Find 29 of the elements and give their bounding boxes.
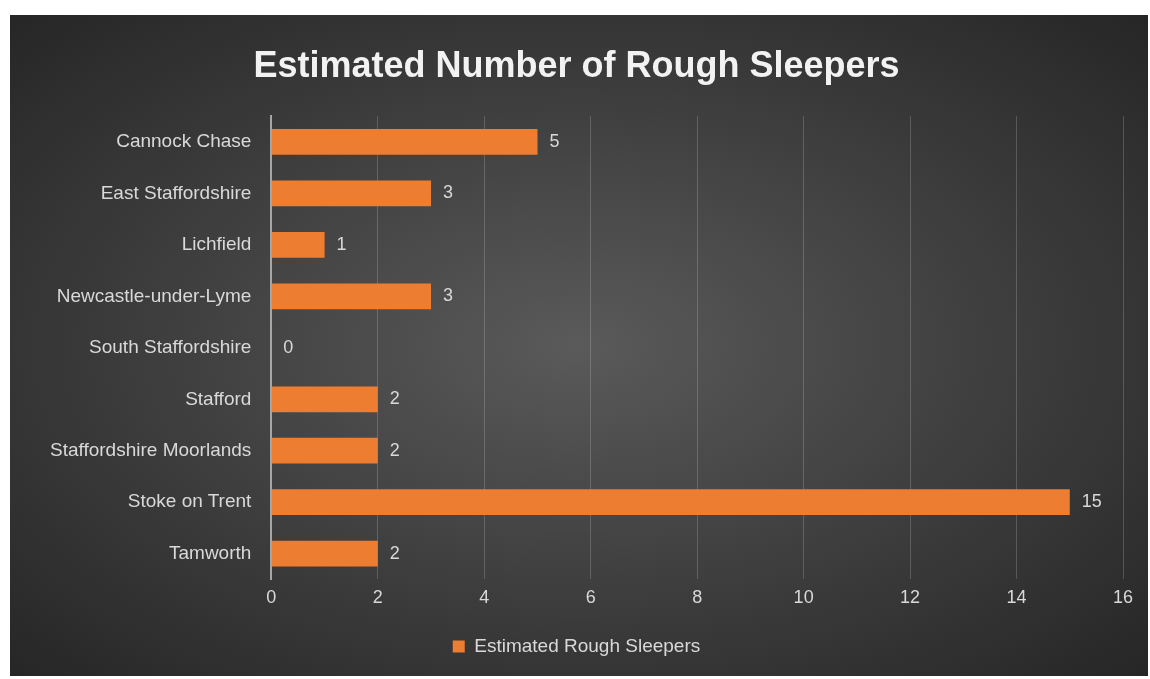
y-tick-label: Stafford [185, 387, 252, 409]
y-tick-label: East Staffordshire [100, 181, 252, 203]
data-label: 2 [389, 388, 400, 409]
data-label: 1 [336, 233, 347, 254]
x-tick-label: 10 [793, 587, 814, 608]
x-tick-label: 4 [479, 587, 490, 608]
y-tick-label: Tamworth [169, 541, 252, 563]
data-label: 5 [549, 130, 560, 151]
x-tick-label: 0 [266, 587, 277, 608]
x-tick-label: 16 [1112, 587, 1134, 608]
y-tick-label: Stoke on Trent [127, 490, 253, 512]
legend-label: Estimated Rough Sleepers [474, 634, 701, 656]
y-tick-label: Lichfield [181, 233, 252, 255]
x-tick-label: 6 [585, 587, 596, 608]
data-label: 15 [1081, 491, 1102, 512]
chart-title: Estimated Number of Rough Sleepers [253, 43, 900, 85]
data-label: 0 [283, 336, 294, 357]
data-label: 3 [443, 285, 454, 306]
data-label: 3 [443, 182, 454, 203]
y-tick-label: Cannock Chase [116, 130, 252, 152]
x-tick-label: 12 [900, 587, 921, 608]
x-tick-label: 2 [372, 587, 383, 608]
x-tick-label: 14 [1006, 587, 1027, 608]
data-label: 2 [389, 439, 400, 460]
y-tick-label: Newcastle-under-Lyme [56, 284, 252, 306]
x-tick-label: 8 [692, 587, 703, 608]
y-tick-label: Staffordshire Moorlands [49, 438, 252, 460]
y-tick-label: South Staffordshire [89, 336, 252, 358]
data-label: 2 [389, 542, 400, 563]
